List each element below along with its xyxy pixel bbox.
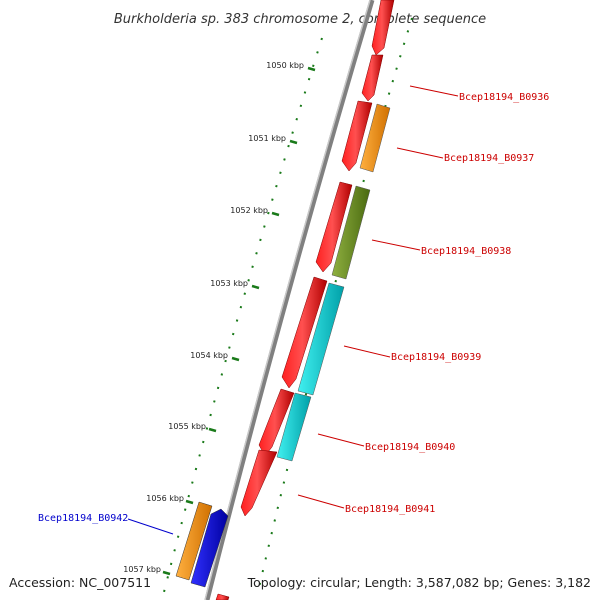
cds-arrow[interactable] (361, 54, 384, 102)
topology-text: Topology: circular; Length: 3,587,082 bp… (247, 575, 591, 590)
gene-label-b0936[interactable]: Bcep18194_B0936 (459, 92, 549, 103)
gc-content-track-outer (163, 37, 323, 593)
cds-arrow[interactable] (371, 0, 395, 56)
kbp-label: 1052 kbp (230, 206, 268, 215)
chromosome-backbone (204, 0, 375, 600)
cds-arrow[interactable] (315, 181, 353, 273)
kbp-label: 1053 kbp (210, 279, 248, 288)
kbp-label: 1055 kbp (168, 422, 206, 431)
gene-label-b0938[interactable]: Bcep18194_B0938 (421, 246, 511, 257)
cds-track (215, 0, 395, 600)
cyan-feature[interactable] (297, 282, 345, 396)
cyan-feature[interactable] (276, 392, 312, 462)
gene-label-b0940[interactable]: Bcep18194_B0940 (365, 442, 455, 453)
kbp-label: 1056 kbp (146, 494, 184, 503)
kbp-label: 1051 kbp (248, 134, 286, 143)
feature-track (276, 103, 391, 462)
kbp-label: 1054 kbp (190, 351, 228, 360)
cds-arrow[interactable] (240, 449, 278, 517)
kbp-labels: 1050 kbp 1051 kbp 1052 kbp 1053 kbp 1054… (123, 61, 304, 574)
olive-feature[interactable] (331, 185, 371, 280)
reverse-features (175, 501, 229, 588)
gene-label-b0939[interactable]: Bcep18194_B0939 (391, 352, 481, 363)
gene-label-b0942[interactable]: Bcep18194_B0942 (38, 513, 128, 524)
cds-arrow[interactable] (341, 100, 373, 172)
gene-label-b0937[interactable]: Bcep18194_B0937 (444, 153, 534, 164)
gene-labels: Bcep18194_B0936 Bcep18194_B0937 Bcep1819… (38, 85, 549, 535)
kbp-label: 1050 kbp (266, 61, 304, 70)
blue-cds-arrow[interactable] (190, 508, 229, 588)
kbp-label: 1057 kbp (123, 565, 161, 574)
orange-feature[interactable] (359, 103, 391, 173)
map-title: Burkholderia sp. 383 chromosome 2, compl… (114, 12, 486, 27)
accession-text: Accession: NC_007511 (9, 575, 151, 590)
cds-arrow[interactable] (281, 276, 328, 389)
cds-arrow[interactable] (215, 593, 230, 600)
gene-label-b0941[interactable]: Bcep18194_B0941 (345, 504, 435, 515)
kbp-ticks (162, 66, 316, 576)
orange-feature[interactable] (175, 501, 213, 581)
